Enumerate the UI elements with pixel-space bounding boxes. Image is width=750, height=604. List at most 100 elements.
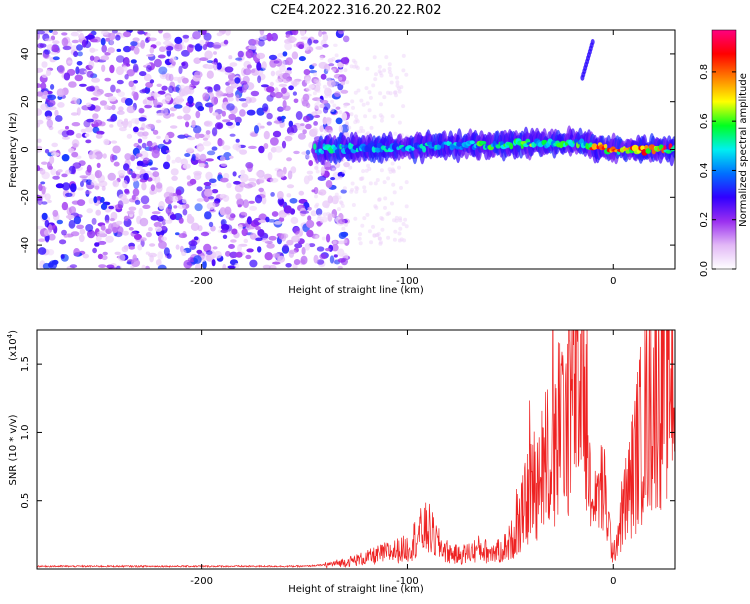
colorbar-tick-label: 0.8 [699,64,710,80]
noise-cell [206,202,216,210]
noise-cell [269,81,274,87]
spread-cell [397,120,402,125]
noise-cell [47,199,52,204]
noise-cell [142,131,149,137]
noise-cell [50,168,57,176]
noise-cell [297,133,306,140]
noise-cell [190,222,200,231]
noise-cell [44,110,53,118]
spread-cell [367,90,372,95]
noise-cell [288,132,295,136]
spread-cell [331,167,336,172]
noise-cell [291,51,299,60]
noise-cell [69,264,78,269]
noise-cell [196,186,203,192]
noise-cell [133,180,140,189]
noise-cell [340,257,348,266]
band-core-cell [436,144,442,150]
noise-cell [173,205,178,209]
spread-cell [337,195,342,200]
spread-cell [327,88,331,93]
noise-cell [306,229,314,238]
noise-cell [133,126,139,133]
noise-cell [178,233,188,239]
noise-cell [78,234,85,243]
noise-cell [328,63,335,67]
noise-cell [164,134,169,143]
noise-cell [116,119,124,128]
noise-cell [80,128,87,133]
colorbar-tick-label: 0.6 [699,113,710,129]
noise-cell [146,32,151,37]
noise-cell [148,37,157,42]
noise-cell [313,254,319,264]
spread-cell [361,129,366,133]
noise-cell [60,254,65,259]
noise-cell [270,137,279,146]
noise-cell [259,34,267,41]
noise-cell [189,178,197,185]
noise-cell [288,85,294,91]
noise-cell [222,119,231,123]
noise-cell [243,238,249,244]
noise-cell [55,183,64,189]
noise-cell [122,180,128,189]
noise-cell [44,38,53,42]
spread-cell [314,194,318,199]
noise-cell [231,228,238,235]
noise-cell [300,36,309,40]
figure-title: C2E4.2022.316.20.22.R02 [270,3,441,18]
noise-cell [165,149,171,153]
noise-cell [71,39,79,44]
x-tick-label: 0 [610,276,616,287]
spread-cell [382,95,387,100]
spectrogram-x-axis-label: Height of straight line (km) [288,285,424,296]
noise-cell [124,74,129,80]
noise-cell [298,56,306,62]
noise-cell [187,136,196,141]
noise-cell [280,115,286,120]
noise-cell [230,213,236,219]
noise-cell [188,104,193,108]
noise-cell [138,207,143,217]
spread-cell [334,53,339,58]
noise-cell [176,115,183,120]
noise-cell [211,146,218,151]
noise-cell [110,153,115,163]
noise-cell [327,195,333,204]
noise-cell [70,112,79,116]
noise-cell [198,162,206,168]
noise-cell [219,177,229,183]
noise-cell [225,121,233,126]
noise-cell [144,265,150,269]
noise-cell [307,215,312,222]
spread-cell [389,80,394,85]
noise-cell [226,182,232,189]
noise-cell [105,37,111,42]
noise-cell [109,64,115,74]
spread-cell [398,226,403,231]
noise-cell [301,99,309,107]
spread-cell [353,60,358,65]
spread-cell [398,218,403,223]
noise-cell [116,48,122,53]
noise-cell [169,58,174,63]
noise-cell [168,85,174,94]
spread-cell [391,182,396,187]
noise-cell [90,180,97,186]
noise-cell [300,123,305,127]
noise-cell [163,161,170,170]
noise-cell [118,193,127,200]
noise-cell [126,105,136,114]
noise-cell [65,214,75,219]
noise-cell [232,171,237,177]
band-core-cell [645,148,651,154]
noise-cell [107,172,116,181]
noise-cell [215,89,223,98]
spread-cell [358,232,363,237]
noise-cell [56,88,65,97]
noise-cell [81,39,87,48]
noise-cell [235,138,240,143]
spread-cell [343,68,348,73]
noise-cell [139,127,145,131]
